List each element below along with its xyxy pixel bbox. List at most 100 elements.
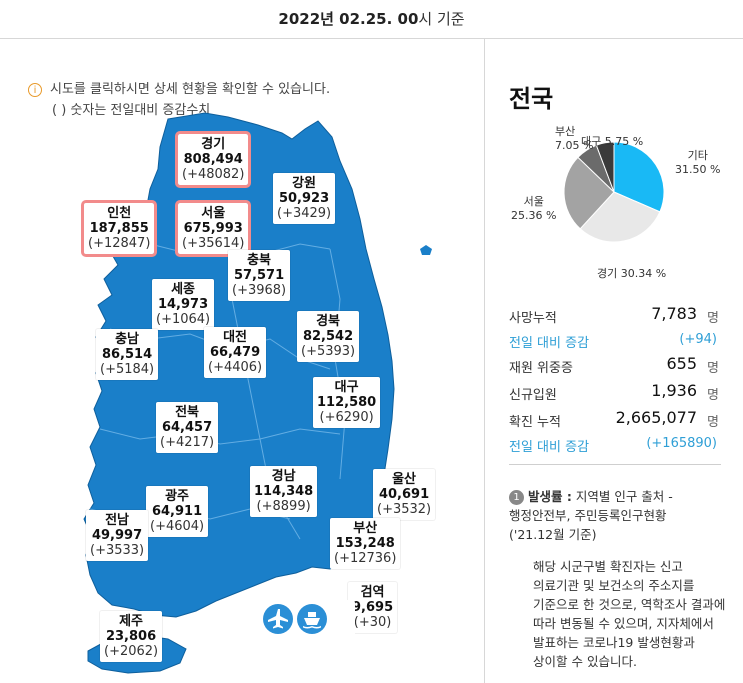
region-gwangju-diff: (+4604): [150, 519, 205, 534]
region-gyeongbuk-name: 경북: [316, 314, 341, 329]
disclaimer-line: 해당 시군구별 확진자는 신고: [533, 559, 683, 574]
disclaimer-line: 상이할 수 있습니다.: [533, 654, 637, 669]
pie-slice-4: [595, 141, 615, 193]
pie-slice-0: [613, 141, 665, 213]
stat-critical-unit: 명: [707, 361, 719, 376]
region-gyeongbuk-count: 82,542: [302, 329, 354, 344]
region-gwangju-name: 광주: [165, 489, 190, 504]
region-jeju-name: 제주: [119, 614, 144, 629]
share-pie-chart: [563, 141, 665, 243]
region-gyeongnam-name: 경남: [271, 469, 296, 484]
stat-confirmed-diff: 전일 대비 증감 (+165890): [509, 436, 719, 456]
stat-death-total-value: 7,783: [651, 304, 697, 323]
stat-new-admission-unit: 명: [707, 388, 719, 403]
region-jeonbuk[interactable]: 전북 64,457 (+4217): [156, 402, 219, 453]
region-incheon[interactable]: 인천 187,855 (+12847): [80, 200, 158, 257]
pie-label-busan-pct: 7.05 %: [555, 139, 594, 152]
region-jeonnam[interactable]: 전남 49,997 (+3533): [86, 510, 149, 561]
note-line1: 지역별 인구 출처 -: [575, 489, 673, 504]
notice-line1: 시도를 클릭하시면 상세 현황을 확인할 수 있습니다.: [50, 82, 331, 97]
region-gyeonggi-count: 808,494: [183, 152, 243, 167]
region-gangwon-count: 50,923: [278, 191, 330, 206]
region-busan-count: 153,248: [335, 536, 395, 551]
region-daegu-name: 대구: [334, 380, 359, 395]
region-sejong[interactable]: 세종 14,973 (+1064): [152, 279, 215, 330]
note-number-badge: 1: [509, 490, 524, 505]
region-daegu[interactable]: 대구 112,580 (+6290): [313, 377, 381, 428]
pie-label-busan-name: 부산: [555, 125, 576, 138]
region-chungbuk[interactable]: 충북 57,571 (+3968): [228, 250, 291, 301]
region-gangwon-name: 강원: [292, 176, 317, 191]
note-line3: ('21.12월 기준): [509, 527, 597, 542]
ulleung-shape: [420, 245, 432, 255]
region-jeonnam-count: 49,997: [91, 528, 143, 543]
region-incheon-diff: (+12847): [88, 236, 151, 251]
region-jeju[interactable]: 제주 23,806 (+2062): [100, 611, 163, 662]
stats-separator: [509, 464, 721, 465]
panel-divider: [484, 39, 485, 683]
pie-label-seoul: 서울 25.36 %: [511, 193, 556, 222]
region-gyeonggi[interactable]: 경기 808,494 (+48082): [174, 131, 252, 188]
notice: i 시도를 클릭하시면 상세 현황을 확인할 수 있습니다. ( ) 숫자는 전일…: [28, 79, 330, 121]
region-chungnam[interactable]: 충남 86,514 (+5184): [96, 329, 159, 380]
pie-label-gyeonggi: 경기 30.34 %: [597, 265, 666, 281]
stat-confirmed-diff-label: 전일 대비 증감: [509, 440, 590, 455]
note-title: 발생률 :: [528, 489, 572, 504]
transport-quarantine-icons[interactable]: [255, 600, 355, 640]
region-daejeon-count: 66,479: [209, 345, 261, 360]
region-jeonbuk-diff: (+4217): [160, 435, 215, 450]
note-line2: 행정안전부, 주민등록인구현황: [509, 508, 667, 523]
region-ulsan-name: 울산: [392, 472, 417, 487]
region-quarantine[interactable]: 검역 9,695 (+30): [348, 582, 398, 633]
region-gyeongbuk-diff: (+5393): [301, 344, 356, 359]
region-chungnam-count: 86,514: [101, 347, 153, 362]
stat-death-total-unit: 명: [707, 311, 719, 326]
pie-label-daegu: 대구 5.75 %: [581, 133, 643, 149]
region-daejeon[interactable]: 대전 66,479 (+4406): [204, 327, 267, 378]
pie-label-gyeonggi-pct: 30.34 %: [620, 267, 667, 280]
date-line: 2022년 02.25. 00시 기준: [0, 8, 743, 29]
region-jeonnam-name: 전남: [105, 513, 130, 528]
region-busan-name: 부산: [353, 521, 378, 536]
pie-label-seoul-name: 서울: [523, 195, 544, 208]
region-sejong-count: 14,973: [157, 297, 209, 312]
pie-label-gyeonggi-name: 경기: [597, 267, 618, 280]
region-seoul-diff: (+35614): [182, 236, 245, 251]
region-daegu-diff: (+6290): [319, 410, 374, 425]
pie-label-daegu-pct: 5.75 %: [604, 135, 644, 148]
region-gyeongnam[interactable]: 경남 114,348 (+8899): [250, 466, 318, 517]
stat-death-diff-label: 전일 대비 증감: [509, 336, 590, 351]
stat-death-total-label: 사망누적: [509, 311, 557, 326]
region-jeonnam-diff: (+3533): [90, 543, 145, 558]
pie-label-other-pct: 31.50 %: [675, 163, 721, 176]
region-incheon-name: 인천: [107, 206, 132, 221]
stat-critical-label: 재원 위중증: [509, 361, 573, 376]
region-gwangju[interactable]: 광주 64,911 (+4604): [146, 486, 209, 537]
region-busan-diff: (+12736): [334, 551, 397, 566]
region-busan[interactable]: 부산 153,248 (+12736): [330, 518, 401, 569]
notice-line2: ( ) 숫자는 전일대비 증감수치: [52, 103, 211, 118]
region-ulsan-diff: (+3532): [377, 502, 432, 517]
ship-icon: [297, 604, 327, 634]
region-jeonbuk-count: 64,457: [161, 420, 213, 435]
region-gyeongbuk[interactable]: 경북 82,542 (+5393): [297, 311, 360, 362]
region-jeju-diff: (+2062): [104, 644, 159, 659]
region-seoul[interactable]: 서울 675,993 (+35614): [174, 200, 252, 257]
region-seoul-count: 675,993: [183, 221, 243, 236]
pie-slice-1: [579, 191, 661, 243]
region-chungbuk-name: 충북: [247, 253, 272, 268]
region-ulsan[interactable]: 울산 40,691 (+3532): [373, 469, 436, 520]
region-gyeonggi-diff: (+48082): [182, 167, 245, 182]
pie-label-seoul-pct: 25.36 %: [511, 209, 557, 222]
pie-label-other-name: 기타: [687, 149, 708, 162]
stat-confirmed-total-unit: 명: [707, 415, 719, 430]
stat-confirmed-total-label: 확진 누적: [509, 415, 561, 430]
region-gangwon[interactable]: 강원 50,923 (+3429): [273, 173, 336, 224]
summary-panel: 전국 부산 7.05 % 대구 5.75 % 기타 31.50 % 서울 25.36 …: [485, 39, 743, 683]
region-daejeon-diff: (+4406): [208, 360, 263, 375]
region-chungnam-name: 충남: [115, 332, 140, 347]
map-section: i 시도를 클릭하시면 상세 현황을 확인할 수 있습니다. ( ) 숫자는 전일…: [0, 39, 484, 683]
airplane-icon: [263, 604, 293, 634]
region-quarantine-name: 검역: [360, 585, 385, 600]
info-icon: i: [28, 82, 42, 97]
